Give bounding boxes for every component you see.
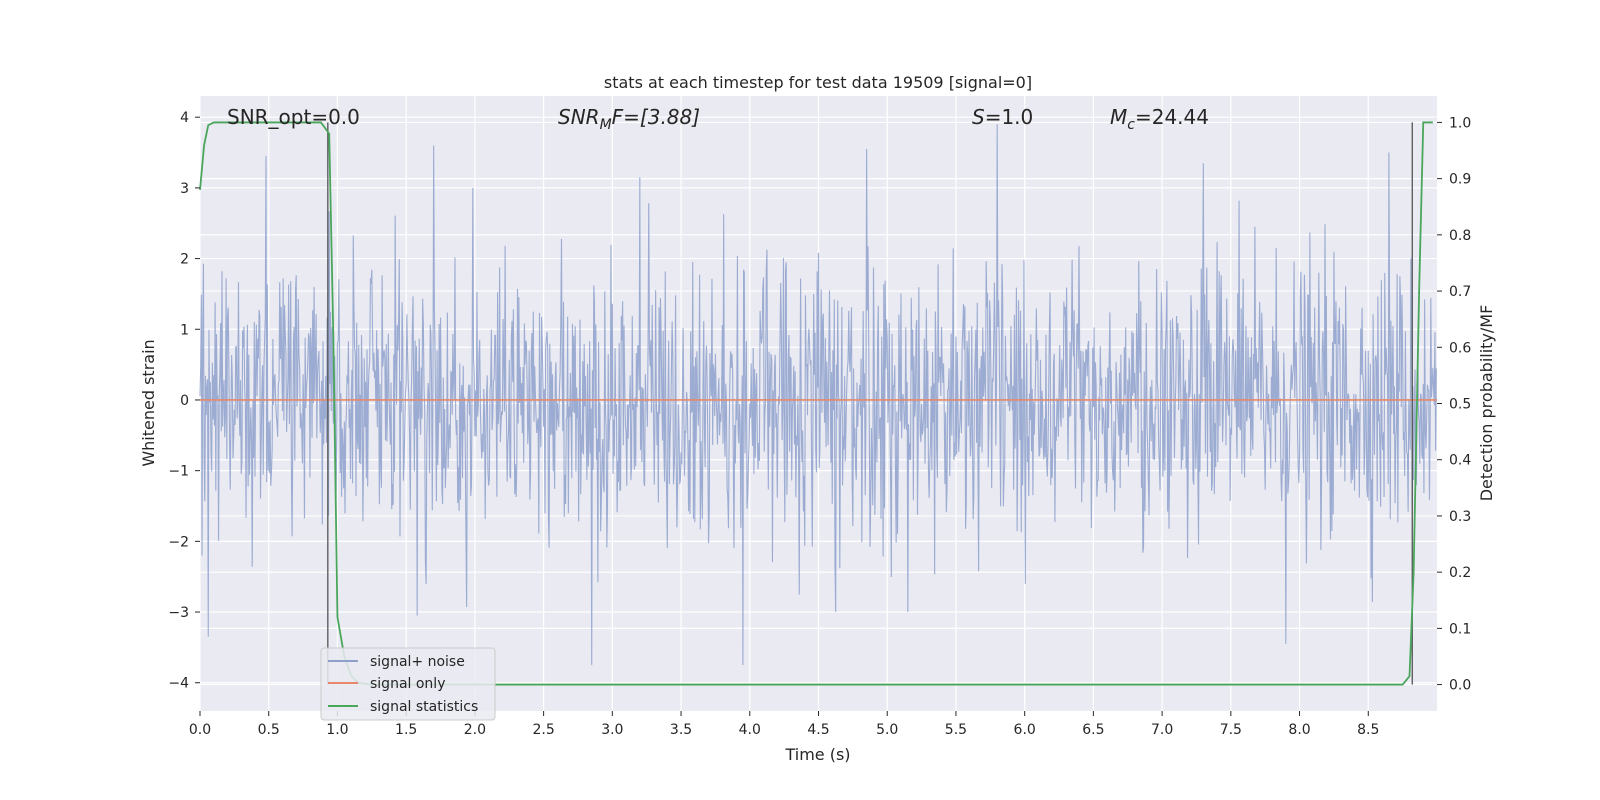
legend: signal+ noise signal only signal statist… [320,647,496,721]
x-axis-label: Time (s) [784,745,850,764]
y-tick-label-8: −4 [168,676,189,692]
y-tick-label-0: 4 [180,110,189,126]
y2-tick-label-10: 0.0 [1449,678,1471,694]
annotation-s-base: S [972,105,985,129]
annotation-mc: Mc=24.44 [1110,105,1209,133]
y2-axis-ticks: 1.0 0.9 0.8 0.7 0.6 0.5 0.4 0.3 0.2 0.1 0.0 [1437,115,1471,694]
x-tick-label-0: 0.0 [189,722,211,738]
x-tick-label-2: 1.0 [326,722,348,738]
legend-label-signal-statistics: signal statistics [370,699,478,715]
y2-tick-label-1: 0.9 [1449,172,1471,188]
x-tick-label-10: 5.0 [876,722,898,738]
y2-tick-label-0: 1.0 [1449,115,1471,131]
x-tick-label-1: 0.5 [258,722,280,738]
x-tick-label-16: 8.0 [1288,722,1310,738]
annotation-mc-sub: c [1127,117,1135,133]
x-tick-label-6: 3.0 [601,722,623,738]
x-tick-label-14: 7.0 [1151,722,1173,738]
annotation-snr-opt: SNR_opt=0.0 [227,105,360,129]
y-tick-label-1: 3 [180,181,189,197]
y2-tick-label-9: 0.1 [1449,621,1471,637]
legend-label-signal-only: signal only [370,676,445,692]
x-tick-label-11: 5.5 [945,722,967,738]
x-tick-label-3: 1.5 [395,722,417,738]
y2-tick-label-6: 0.4 [1449,453,1471,469]
x-tick-label-4: 2.0 [464,722,486,738]
y-tick-label-7: −3 [168,605,189,621]
annotation-s-rest: =1.0 [985,105,1034,129]
y-tick-label-4: 0 [180,393,189,409]
annotation-snr-mf-base: SNR [558,105,600,129]
legend-label-signal-noise: signal+ noise [370,654,465,670]
legend-frame [320,647,496,721]
x-axis-ticks: 0.0 0.5 1.0 1.5 2.0 2.5 3.0 3.5 4.0 4.5 5.0 5.5 6.0 6… [189,711,1379,738]
annotation-mc-rest: =24.44 [1135,105,1209,129]
annotation-snr-mf-rest: F=[3.88] [612,105,700,129]
y-tick-label-3: 1 [180,322,189,338]
y2-tick-label-5: 0.5 [1449,397,1471,413]
y-axis-ticks: 4 3 2 1 0 −1 −2 −3 −4 [168,110,200,692]
y2-tick-label-3: 0.7 [1449,284,1471,300]
x-tick-label-8: 4.0 [739,722,761,738]
annotation-s: S=1.0 [972,105,1033,129]
y-tick-label-2: 2 [180,252,189,268]
series-signal-noise [199,124,1437,666]
y-axis-label: Whitened strain [139,339,158,466]
x-tick-label-13: 6.5 [1082,722,1104,738]
x-tick-label-12: 6.0 [1014,722,1036,738]
x-tick-label-5: 2.5 [532,722,554,738]
x-tick-label-17: 8.5 [1357,722,1379,738]
x-tick-label-7: 3.5 [670,722,692,738]
annotation-mc-base: M [1110,105,1127,129]
y2-axis-label: Detection probability/MF [1477,305,1496,502]
annotation-snr-mf: SNRMF=[3.88] [558,105,700,133]
y2-tick-label-8: 0.2 [1449,565,1471,581]
annotation-snr-mf-sub: M [600,117,612,133]
signal-noise-line [199,124,1437,666]
y-tick-label-6: −2 [168,534,189,550]
y2-tick-label-4: 0.6 [1449,340,1471,356]
y2-tick-label-2: 0.8 [1449,228,1471,244]
x-tick-label-9: 4.5 [807,722,829,738]
y-tick-label-5: −1 [168,464,189,480]
chart-title: stats at each timestep for test data 195… [604,73,1032,92]
x-tick-label-15: 7.5 [1220,722,1242,738]
y2-tick-label-7: 0.3 [1449,509,1471,525]
